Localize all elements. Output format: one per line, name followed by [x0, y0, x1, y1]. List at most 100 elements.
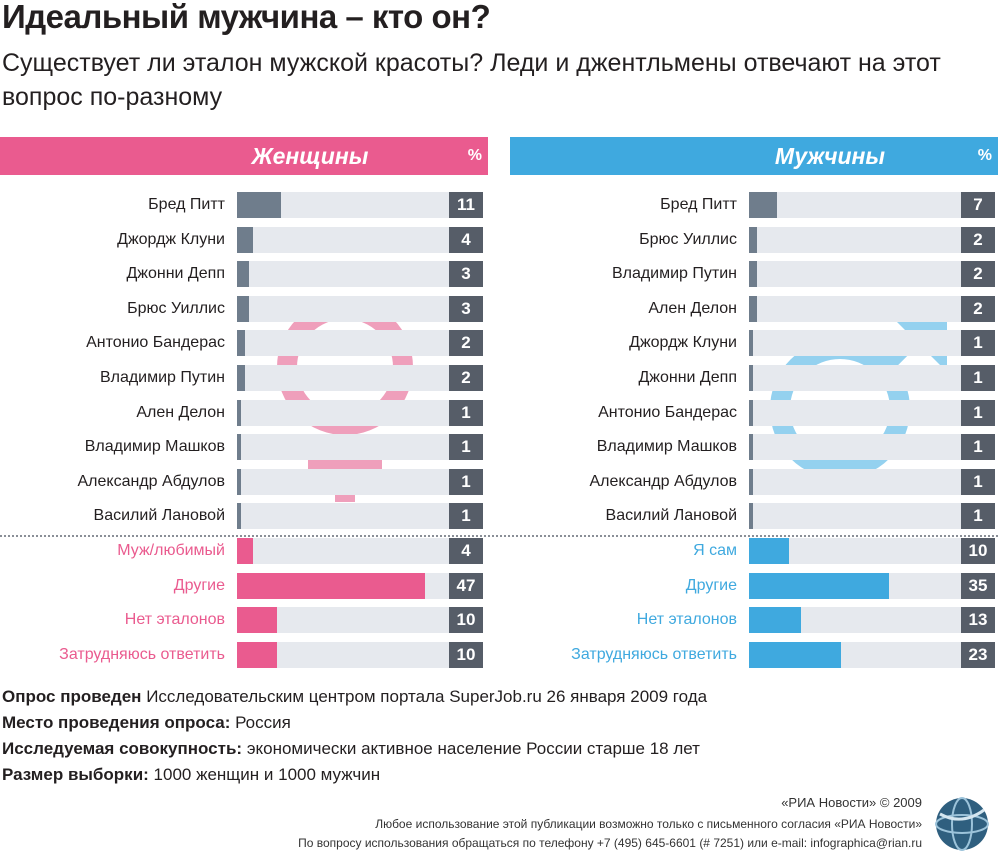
- men-panel: Мужчины % Бред Питт 7 Брюс Уиллис 2 Владимир…: [510, 137, 998, 677]
- value-label: 2: [961, 295, 995, 322]
- note-line: Опрос проведен Исследовательским центром…: [2, 684, 707, 710]
- category-label: Брюс Уиллис: [639, 230, 737, 248]
- women-bar-row: Владимир Путин 2: [0, 365, 488, 391]
- category-label: Александр Абдулов: [589, 472, 737, 490]
- bar: [237, 538, 253, 564]
- value-label: 1: [449, 503, 483, 530]
- contact-note: По вопросу использования обращаться по т…: [298, 836, 922, 850]
- category-label: Затрудняюсь ответить: [571, 645, 737, 663]
- value-label: 4: [449, 226, 483, 253]
- usage-note: Любое использование этой публикации возм…: [375, 817, 922, 831]
- note-text: экономически активное население России с…: [246, 739, 700, 758]
- women-bar-row: Джордж Клуни 4: [0, 226, 488, 253]
- bar-track: [749, 365, 961, 391]
- value-label: 2: [449, 365, 483, 391]
- category-label: Антонио Бандерас: [598, 403, 737, 421]
- note-text: Исследовательским центром портала SuperJ…: [146, 687, 708, 706]
- page-subtitle: Существует ли эталон мужской красоты? Ле…: [2, 49, 941, 111]
- value-label: 35: [961, 572, 995, 599]
- note-label: Опрос проведен: [2, 687, 142, 706]
- page-title: Идеальный мужчина – кто он?: [2, 0, 491, 35]
- bar: [749, 330, 753, 357]
- bar: [749, 365, 753, 391]
- bar-track: [749, 607, 961, 634]
- bar-track: [237, 434, 449, 461]
- value-label: 1: [961, 399, 995, 426]
- category-label: Я сам: [693, 542, 737, 559]
- bar-track: [749, 399, 961, 426]
- category-label: Владимир Машков: [596, 438, 737, 456]
- women-bar-row: Владимир Машков 1: [0, 434, 488, 461]
- men-header: Мужчины %: [510, 137, 998, 175]
- male-symbol-icon: [770, 302, 947, 479]
- category-label: Владимир Путин: [99, 369, 225, 386]
- bar: [749, 641, 841, 668]
- women-header: Женщины %: [0, 137, 488, 175]
- bar-track: [237, 365, 449, 391]
- bar: [237, 192, 281, 218]
- bar-track: [237, 538, 449, 564]
- category-label: Муж/любимый: [117, 542, 225, 559]
- bar: [749, 607, 801, 634]
- value-label: 1: [961, 468, 995, 495]
- category-label: Брюс Уиллис: [127, 299, 225, 317]
- women-bar-row: Александр Абдулов 1: [0, 468, 488, 495]
- value-label: 1: [961, 434, 995, 461]
- category-label: Бред Питт: [148, 196, 225, 213]
- category-label: Антонио Бандерас: [86, 334, 225, 352]
- value-label: 10: [449, 607, 483, 634]
- bar-track: [237, 503, 449, 530]
- value-label: 4: [449, 538, 483, 564]
- bar: [237, 607, 277, 634]
- bar: [237, 330, 245, 357]
- bar-track: [749, 192, 961, 218]
- bar: [749, 468, 753, 495]
- women-bar-row: Бред Питт 11: [0, 192, 488, 218]
- note-text: 1000 женщин и 1000 мужчин: [153, 765, 381, 784]
- women-bar-row: Антонио Бандерас 2: [0, 330, 488, 357]
- bar-track: [749, 572, 961, 599]
- bar: [237, 399, 241, 426]
- women-bar-row: Другие 47: [0, 572, 488, 599]
- bar: [749, 572, 889, 599]
- value-label: 1: [961, 365, 995, 391]
- category-label: Джордж Клуни: [629, 334, 737, 352]
- category-label: Джонни Депп: [638, 369, 737, 386]
- bar-track: [749, 468, 961, 495]
- women-bar-row: Джонни Депп 3: [0, 261, 488, 288]
- bar: [237, 226, 253, 253]
- note-line: Место проведения опроса: Россия: [2, 710, 707, 736]
- bar: [749, 434, 753, 461]
- note-label: Место проведения опроса:: [2, 713, 231, 732]
- men-bar-row: Ален Делон 2: [510, 295, 998, 322]
- bar: [237, 261, 249, 288]
- men-header-unit: %: [977, 147, 992, 164]
- women-bar-row: Нет эталонов 10: [0, 607, 488, 634]
- value-label: 1: [449, 468, 483, 495]
- bar-track: [237, 261, 449, 288]
- women-header-unit: %: [467, 147, 482, 164]
- category-label: Василий Лановой: [93, 507, 225, 525]
- value-label: 1: [449, 399, 483, 426]
- value-label: 2: [449, 330, 483, 357]
- category-label: Бред Питт: [660, 196, 737, 213]
- women-panel: Женщины % Бред Питт 11 Джордж Клуни 4 Джонни…: [0, 137, 488, 677]
- survey-notes: Опрос проведен Исследовательским центром…: [2, 684, 707, 788]
- women-header-title: Женщины: [251, 143, 369, 169]
- bar-track: [237, 607, 449, 634]
- bar-track: [749, 330, 961, 357]
- men-header-title: Мужчины: [774, 143, 886, 169]
- value-label: 7: [961, 192, 995, 218]
- bar-track: [749, 641, 961, 668]
- category-label: Затрудняюсь ответить: [59, 645, 225, 663]
- value-label: 3: [449, 295, 483, 322]
- women-bar-row: Брюс Уиллис 3: [0, 295, 488, 322]
- value-label: 2: [961, 261, 995, 288]
- bar-track: [237, 641, 449, 668]
- bar-track: [237, 330, 449, 357]
- women-bar-row: Муж/любимый 4: [0, 538, 488, 564]
- value-label: 11: [449, 192, 483, 218]
- men-bar-row: Я сам 10: [510, 538, 998, 564]
- bar: [237, 434, 241, 461]
- note-line: Исследуемая совокупность: экономически а…: [2, 736, 707, 762]
